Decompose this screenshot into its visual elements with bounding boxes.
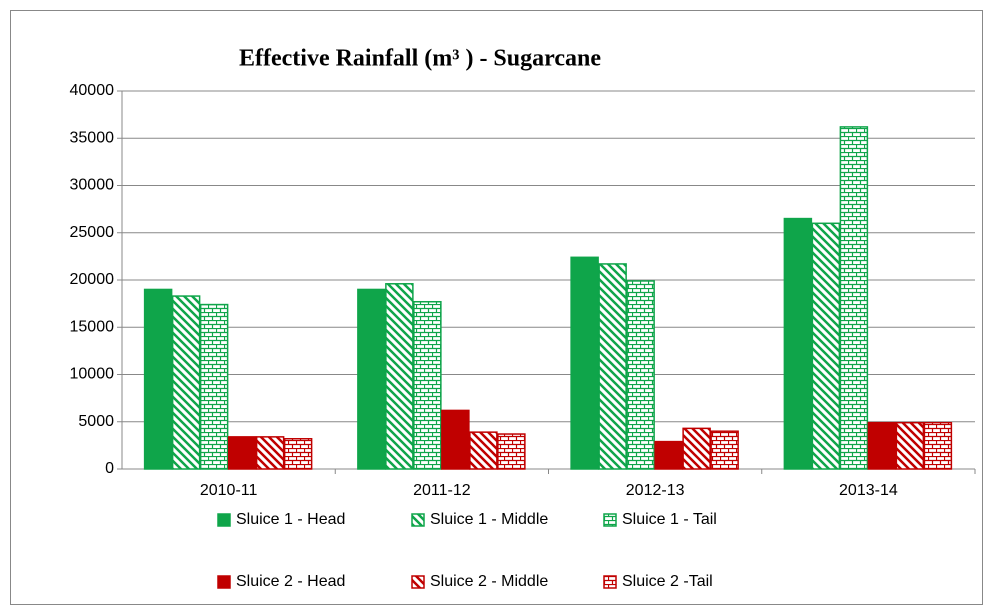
y-tick-label: 20000	[70, 271, 115, 288]
y-tick-label: 35000	[70, 129, 115, 146]
x-tick-label: 2013-14	[839, 482, 898, 499]
bar	[199, 303, 229, 470]
bar	[357, 288, 386, 470]
bar	[839, 126, 869, 470]
bar	[811, 222, 841, 470]
bar	[227, 436, 257, 470]
bar	[385, 283, 414, 470]
y-tick-label: 30000	[70, 177, 115, 194]
bar	[654, 440, 683, 470]
x-tick-label: 2011-12	[413, 482, 471, 499]
bar	[143, 288, 173, 470]
legend-swatch	[217, 513, 231, 527]
bar	[626, 280, 655, 470]
legend-swatch	[411, 575, 425, 589]
bar	[598, 263, 627, 470]
y-tick-label: 0	[105, 460, 114, 477]
legend-swatch	[217, 575, 231, 589]
y-tick-label: 10000	[70, 366, 115, 383]
y-tick-label: 25000	[70, 224, 115, 241]
bar	[497, 433, 526, 470]
chart-title: Effective Rainfall (m³ ) - Sugarcane	[239, 46, 601, 72]
legend-label: Sluice 1 - Tail	[622, 511, 717, 528]
bar	[867, 421, 897, 470]
bar	[895, 421, 925, 470]
x-tick-label: 2012-13	[626, 482, 685, 499]
legend-swatch	[603, 575, 617, 589]
legend-swatch	[411, 513, 425, 527]
bar	[171, 295, 201, 470]
bar	[682, 427, 711, 470]
y-tick-label: 40000	[70, 82, 115, 99]
legend-label: Sluice 2 -Tail	[622, 573, 713, 590]
legend-label: Sluice 2 - Head	[236, 573, 345, 590]
legend-swatch	[603, 513, 617, 527]
legend-label: Sluice 1 - Head	[236, 511, 345, 528]
bar	[255, 436, 285, 470]
legend-label: Sluice 1 - Middle	[430, 511, 548, 528]
x-tick-label: 2010-11	[200, 482, 258, 499]
bar	[413, 300, 442, 470]
bar	[469, 431, 498, 470]
bar	[283, 438, 313, 470]
y-tick-label: 5000	[78, 413, 114, 430]
bar	[783, 217, 813, 470]
bar	[923, 421, 953, 470]
y-tick-label: 15000	[70, 318, 115, 335]
bar	[710, 430, 739, 470]
bar	[441, 409, 470, 470]
bar	[570, 256, 599, 470]
legend-label: Sluice 2 - Middle	[430, 573, 548, 590]
